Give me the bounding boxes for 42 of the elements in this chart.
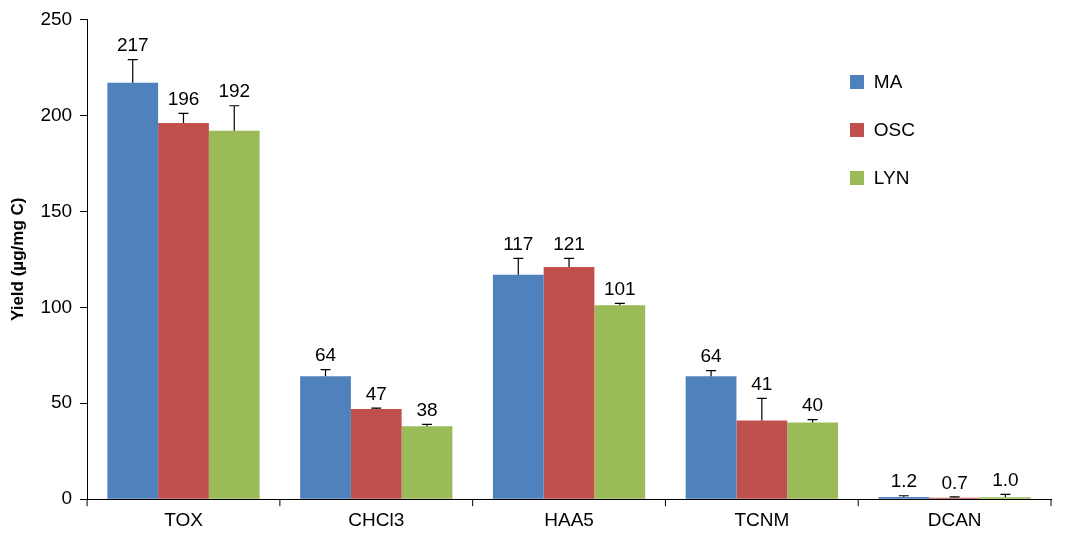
bar — [594, 305, 646, 499]
bar — [208, 130, 260, 499]
bar — [492, 274, 544, 499]
data-label: 192 — [218, 80, 251, 102]
data-label: 41 — [751, 373, 773, 395]
data-label: 40 — [802, 394, 824, 416]
bar — [685, 376, 737, 499]
data-label: 121 — [553, 233, 585, 255]
x-tick-label: TOX — [164, 508, 204, 530]
y-tick-label: 200 — [40, 103, 73, 125]
x-tick-label: HAA5 — [544, 508, 594, 530]
x-tick-label: DCAN — [927, 508, 982, 530]
legend-label: LYN — [873, 167, 910, 189]
x-tick-label: CHCl3 — [348, 508, 405, 530]
data-label: 1.2 — [890, 470, 918, 492]
data-label: 101 — [603, 278, 636, 300]
data-label: 64 — [314, 344, 337, 366]
bar — [107, 82, 159, 499]
legend-label: OSC — [873, 119, 915, 141]
data-label: 64 — [700, 345, 723, 367]
y-tick-label: 150 — [40, 199, 73, 221]
bar — [736, 420, 788, 499]
data-label: 47 — [365, 382, 387, 404]
x-tick-label: TCNM — [734, 508, 790, 530]
data-label: 38 — [416, 399, 438, 421]
bar — [543, 266, 595, 499]
legend-label: MA — [873, 71, 903, 93]
y-tick-label: 250 — [40, 7, 73, 29]
data-label: 196 — [167, 88, 200, 110]
bar — [158, 123, 209, 499]
y-axis-title: Yield (µg/mg C) — [7, 197, 27, 322]
y-tick-label: 50 — [50, 391, 73, 413]
data-label: 217 — [116, 34, 149, 56]
y-tick-label: 0 — [61, 487, 73, 509]
bar — [350, 409, 402, 499]
data-label: 1.0 — [992, 469, 1019, 491]
bar — [787, 422, 838, 499]
bar — [300, 376, 351, 499]
bar — [401, 426, 453, 499]
data-label: 117 — [503, 233, 534, 255]
data-label: 0.7 — [941, 471, 968, 493]
y-tick-label: 100 — [40, 295, 73, 317]
